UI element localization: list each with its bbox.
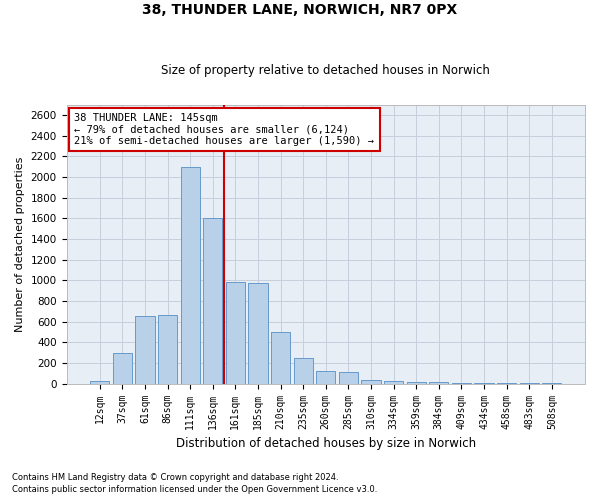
Bar — [226, 282, 245, 384]
Text: Contains public sector information licensed under the Open Government Licence v3: Contains public sector information licen… — [12, 485, 377, 494]
Bar — [429, 382, 448, 384]
Bar — [203, 218, 223, 384]
Bar — [542, 383, 562, 384]
Title: Size of property relative to detached houses in Norwich: Size of property relative to detached ho… — [161, 64, 490, 77]
Bar — [248, 283, 268, 384]
Bar — [136, 316, 155, 384]
Bar — [181, 166, 200, 384]
Bar — [452, 383, 471, 384]
Bar — [520, 382, 539, 384]
Bar — [158, 316, 177, 384]
Bar — [407, 382, 426, 384]
Text: 38 THUNDER LANE: 145sqm
← 79% of detached houses are smaller (6,124)
21% of semi: 38 THUNDER LANE: 145sqm ← 79% of detache… — [74, 113, 374, 146]
Y-axis label: Number of detached properties: Number of detached properties — [15, 156, 25, 332]
Bar — [90, 381, 109, 384]
Bar — [339, 372, 358, 384]
Bar — [475, 383, 494, 384]
X-axis label: Distribution of detached houses by size in Norwich: Distribution of detached houses by size … — [176, 437, 476, 450]
Bar — [271, 332, 290, 384]
Bar — [316, 371, 335, 384]
Bar — [361, 380, 380, 384]
Text: Contains HM Land Registry data © Crown copyright and database right 2024.: Contains HM Land Registry data © Crown c… — [12, 472, 338, 482]
Text: 38, THUNDER LANE, NORWICH, NR7 0PX: 38, THUNDER LANE, NORWICH, NR7 0PX — [142, 2, 458, 16]
Bar — [384, 380, 403, 384]
Bar — [113, 352, 132, 384]
Bar — [293, 358, 313, 384]
